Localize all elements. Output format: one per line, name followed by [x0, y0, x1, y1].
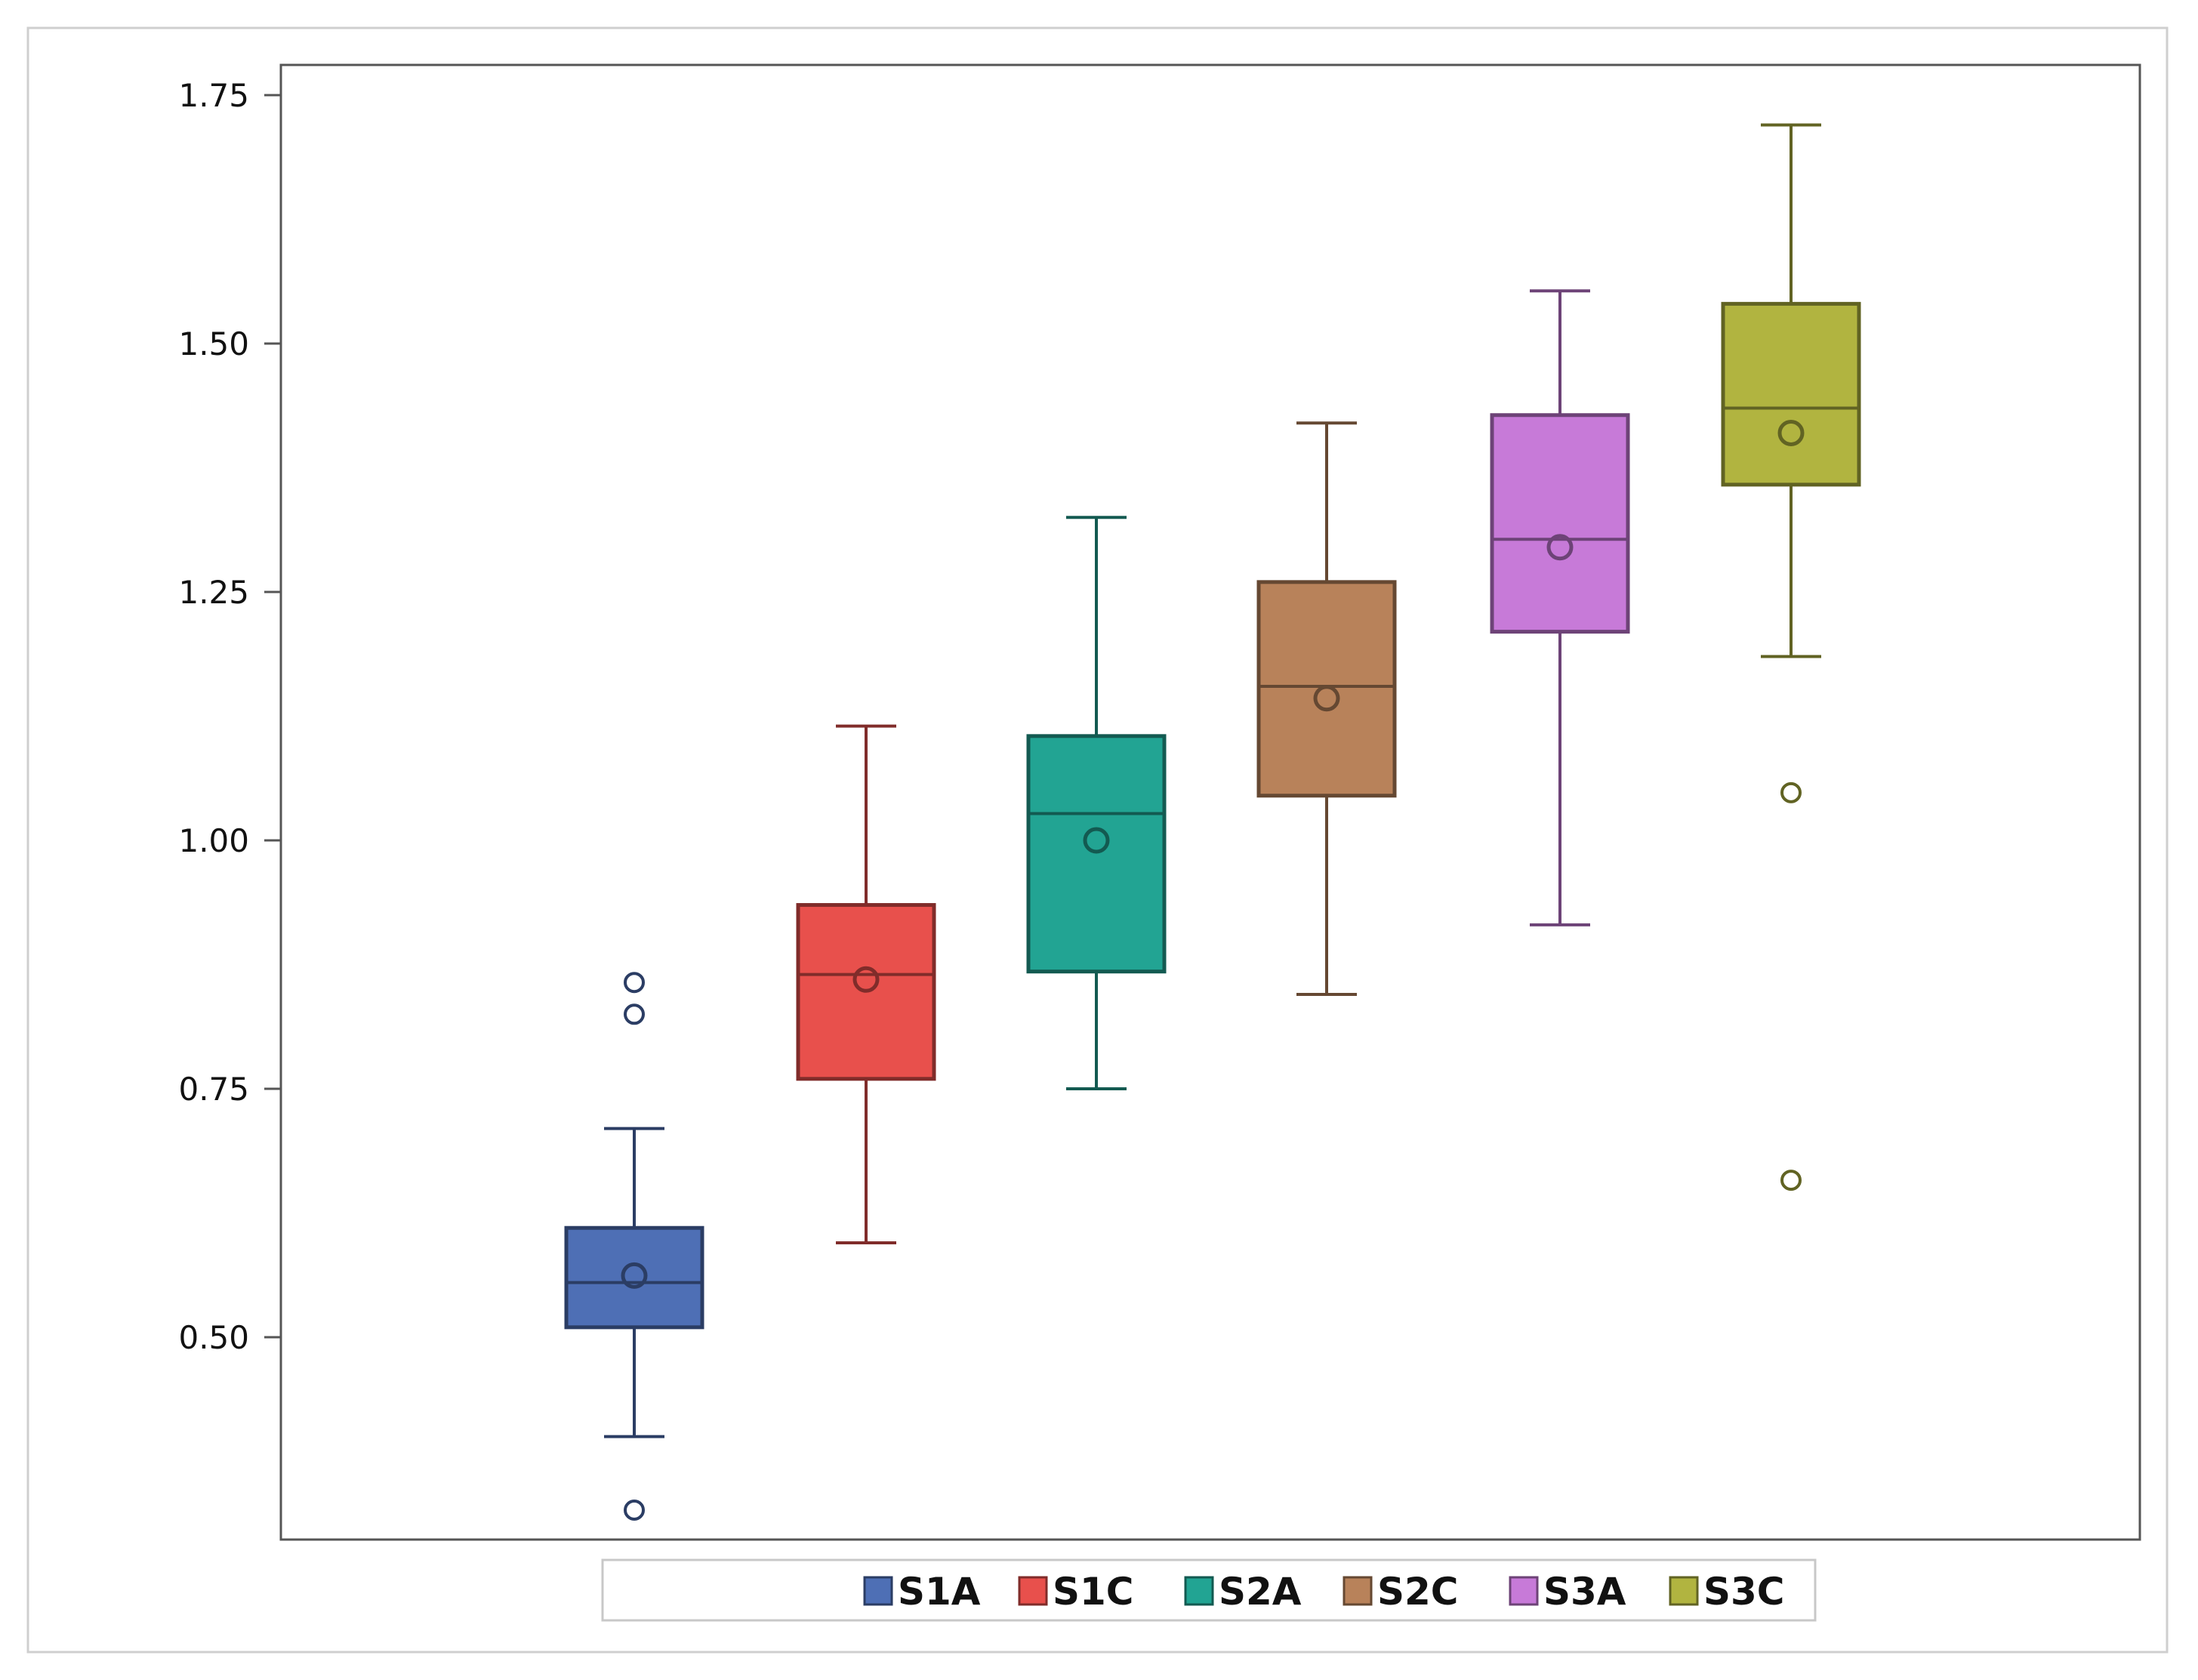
box-iqr: [1721, 301, 1861, 487]
box-iqr: [1026, 734, 1167, 974]
y-tick-label: 1.00: [178, 822, 249, 859]
mean-marker: [1546, 534, 1574, 561]
legend-item-s3c: S3C: [1669, 1570, 1785, 1614]
legend-item-s2c: S2C: [1343, 1570, 1459, 1614]
y-tick-label: 1.50: [178, 325, 249, 362]
box-s3a: [1490, 289, 1630, 926]
mean-marker: [1313, 685, 1340, 712]
legend-swatch: [863, 1576, 893, 1606]
legend-item-s2a: S2A: [1184, 1570, 1302, 1614]
legend-label: S1A: [898, 1570, 981, 1614]
legend-item-s1a: S1A: [863, 1570, 981, 1614]
mean-marker: [852, 966, 880, 993]
outlier-point: [624, 1499, 645, 1521]
plot-area: [279, 63, 2141, 1541]
y-tick-label: 1.75: [178, 77, 249, 114]
outlier-point: [1780, 1170, 1802, 1191]
legend-swatch: [1184, 1576, 1214, 1606]
y-tick-label: 0.50: [178, 1319, 249, 1356]
boxes: [564, 123, 1861, 1521]
legend-label: S2C: [1377, 1570, 1459, 1614]
legend-swatch: [1509, 1576, 1539, 1606]
legend-label: S3A: [1543, 1570, 1626, 1614]
box-iqr: [564, 1225, 704, 1330]
legend-swatch: [1018, 1576, 1048, 1606]
outlier-point: [1780, 781, 1802, 803]
legend: S1A S1C S2A S2C S3A S3C: [601, 1558, 1817, 1622]
outlier-point: [624, 1003, 645, 1025]
mean-marker: [1083, 827, 1110, 854]
box-s3c: [1721, 123, 1861, 1191]
box-s2c: [1256, 421, 1397, 996]
box-iqr: [1490, 413, 1630, 634]
y-tick-label: 1.25: [178, 574, 249, 611]
mean-marker: [1777, 419, 1805, 446]
box-s1a: [564, 972, 704, 1521]
legend-items: S1A S1C S2A S2C S3A S3C: [863, 1570, 1785, 1614]
mean-marker: [621, 1262, 648, 1289]
legend-label: S2A: [1219, 1570, 1302, 1614]
legend-item-s1c: S1C: [1018, 1570, 1134, 1614]
outlier-point: [624, 972, 645, 994]
legend-swatch: [1343, 1576, 1373, 1606]
y-tick-label: 0.75: [178, 1071, 249, 1108]
y-axis: 0.50 0.75 1.00 1.25 1.50 1.75: [178, 77, 281, 1356]
box-s1c: [796, 724, 936, 1244]
legend-swatch: [1669, 1576, 1699, 1606]
legend-item-s3a: S3A: [1509, 1570, 1626, 1614]
legend-label: S3C: [1703, 1570, 1785, 1614]
box-s2a: [1026, 516, 1167, 1090]
legend-label: S1C: [1053, 1570, 1134, 1614]
